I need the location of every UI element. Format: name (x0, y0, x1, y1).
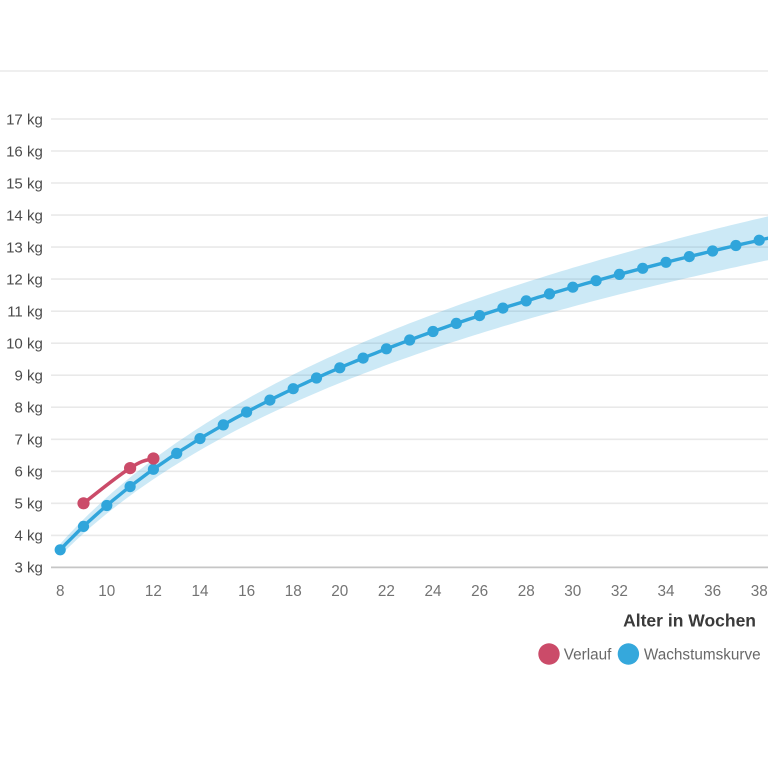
svg-text:22: 22 (378, 583, 395, 600)
svg-text:3 kg: 3 kg (14, 560, 42, 577)
svg-text:10 kg: 10 kg (6, 336, 43, 353)
svg-text:Verlauf: Verlauf (564, 646, 612, 663)
svg-text:36: 36 (704, 583, 721, 600)
svg-text:13 kg: 13 kg (6, 239, 43, 256)
svg-text:18: 18 (285, 583, 302, 600)
svg-text:16: 16 (238, 583, 255, 600)
svg-text:38: 38 (751, 583, 768, 600)
svg-text:30: 30 (564, 583, 581, 600)
svg-text:16 kg: 16 kg (6, 143, 43, 160)
svg-text:17 kg: 17 kg (6, 111, 43, 128)
svg-text:20: 20 (331, 583, 348, 600)
svg-text:32: 32 (611, 583, 628, 600)
svg-text:14 kg: 14 kg (6, 207, 43, 224)
svg-text:15 kg: 15 kg (6, 175, 43, 192)
svg-text:24: 24 (424, 583, 442, 600)
svg-text:8 kg: 8 kg (14, 400, 42, 417)
svg-text:4 kg: 4 kg (14, 528, 42, 545)
svg-text:9 kg: 9 kg (14, 368, 42, 385)
svg-text:7 kg: 7 kg (14, 432, 42, 449)
svg-text:12: 12 (145, 583, 162, 600)
svg-text:14: 14 (191, 583, 209, 600)
svg-text:28: 28 (518, 583, 535, 600)
svg-text:8: 8 (56, 583, 65, 600)
svg-text:Alter in Wochen: Alter in Wochen (623, 611, 756, 631)
svg-text:11 kg: 11 kg (7, 304, 43, 321)
svg-text:Wachstumskurve: Wachstumskurve (644, 646, 761, 663)
svg-text:6 kg: 6 kg (14, 464, 42, 481)
svg-text:26: 26 (471, 583, 488, 600)
svg-text:12 kg: 12 kg (6, 271, 43, 288)
svg-text:10: 10 (98, 583, 115, 600)
svg-text:5 kg: 5 kg (14, 496, 42, 513)
svg-text:34: 34 (657, 583, 675, 600)
